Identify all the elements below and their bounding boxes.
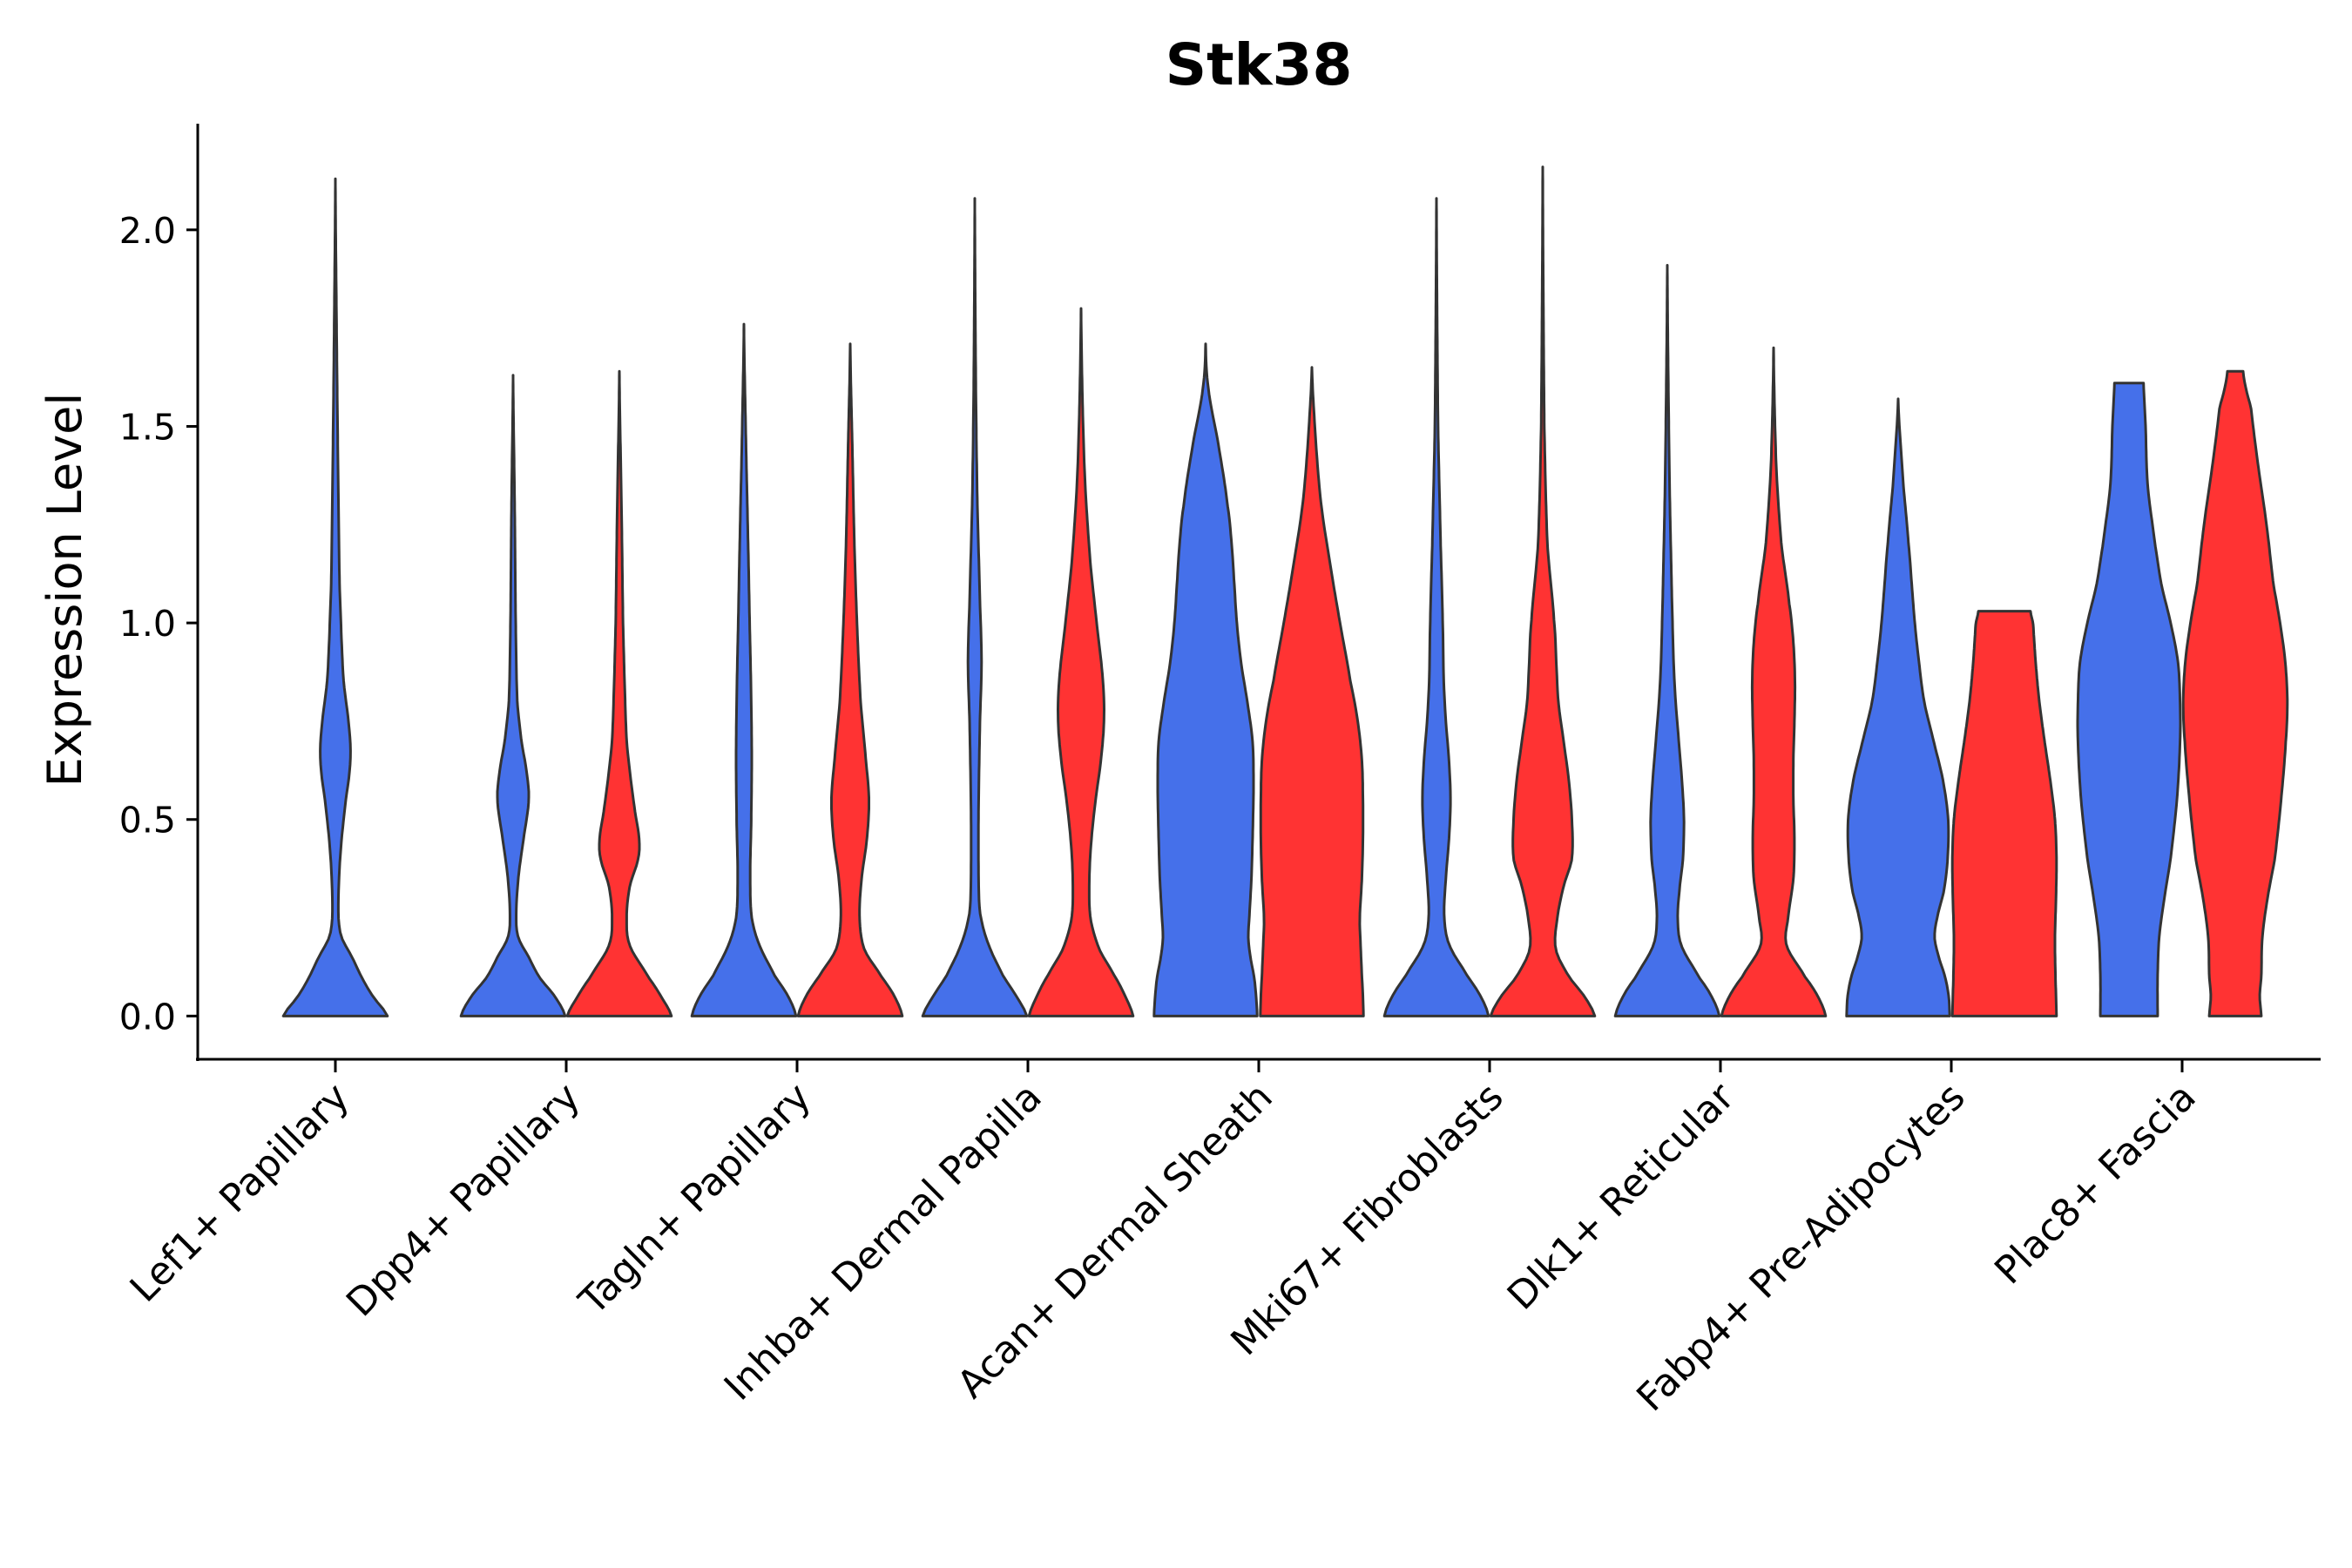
violin-group1-5: [1382, 197, 1490, 1017]
violin-group1-7: [1845, 397, 1951, 1017]
chart-title: Stk38: [1166, 31, 1353, 98]
x-tick-label: Lef1+ Papillary: [122, 1075, 358, 1311]
y-tick-label: 1.5: [119, 406, 176, 448]
y-axis-label: Expression Level: [37, 393, 92, 787]
violin-group2-4: [1259, 366, 1365, 1017]
violin-group2-5: [1489, 166, 1597, 1017]
x-tick-label: Dpp4+ Papillary: [338, 1075, 589, 1326]
violin-group: [281, 166, 2289, 1017]
x-tick-label: Tagln+ Papillary: [571, 1075, 820, 1324]
violin-group1-1: [459, 374, 567, 1017]
violin-group2-8: [2181, 369, 2289, 1017]
violin-group2-3: [1027, 307, 1135, 1017]
violin-group2-1: [565, 369, 673, 1017]
violin-group1-2: [690, 322, 798, 1017]
violin-group1-8: [2076, 382, 2182, 1017]
y-ticks: 0.0 0.5 1.0 1.5 2.0: [119, 210, 198, 1037]
x-tick-label: Dlk1+ Reticular: [1499, 1074, 1744, 1319]
violin-group1-4: [1152, 342, 1259, 1017]
violin-group2-7: [1950, 610, 2058, 1017]
violin-group2-2: [796, 342, 904, 1017]
violin-group1-0: [281, 177, 389, 1017]
x-tick-label: Plac8+ Fascia: [1986, 1075, 2205, 1294]
y-tick-label: 2.0: [119, 210, 176, 252]
violin-group1-3: [921, 197, 1029, 1017]
y-tick-label: 0.0: [119, 996, 176, 1037]
y-tick-label: 1.0: [119, 603, 176, 645]
y-tick-label: 0.5: [119, 800, 176, 841]
violin-group2-6: [1720, 346, 1828, 1017]
violin-group1-6: [1613, 264, 1721, 1017]
